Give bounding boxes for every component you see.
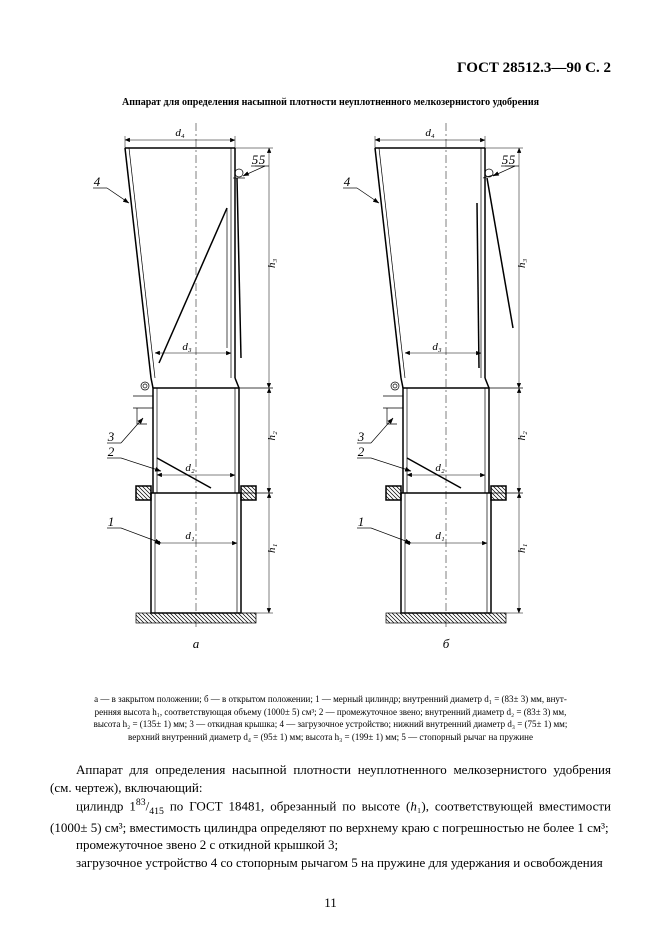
apparatus-diagram: d₄d₃d₂d₁h₃h₂h₁455321аd₄d₃d₂d₁h₃h₂h₁45532… bbox=[81, 123, 581, 683]
svg-text:d₂: d₂ bbox=[435, 462, 445, 474]
svg-text:5: 5 bbox=[501, 152, 508, 167]
svg-text:d₃: d₃ bbox=[182, 341, 192, 353]
svg-text:4: 4 bbox=[93, 174, 100, 189]
svg-text:4: 4 bbox=[343, 174, 350, 189]
svg-text:d₄: d₄ bbox=[425, 127, 435, 139]
svg-text:1: 1 bbox=[107, 514, 114, 529]
page-number: 11 bbox=[0, 895, 661, 911]
svg-text:d₄: d₄ bbox=[175, 127, 185, 139]
cap-l4: верхний внутренний диаметр d₄ = (95± 1) … bbox=[128, 732, 533, 742]
svg-text:h₂: h₂ bbox=[516, 431, 528, 441]
svg-text:5: 5 bbox=[251, 152, 258, 167]
svg-text:d₂: d₂ bbox=[185, 462, 195, 474]
body-p4: загрузочное устройство 4 со стопорным ры… bbox=[50, 854, 611, 872]
svg-text:5: 5 bbox=[508, 152, 515, 167]
body-p1: Аппарат для определения насыпной плотнос… bbox=[50, 761, 611, 796]
svg-text:б: б bbox=[442, 636, 449, 651]
body-p3: промежуточное звено 2 с откидной крышкой… bbox=[50, 836, 611, 854]
svg-text:h₂: h₂ bbox=[266, 431, 278, 441]
body-p2: цилиндр 183/415 по ГОСТ 18481, обрезанны… bbox=[50, 796, 611, 836]
svg-text:2: 2 bbox=[107, 444, 114, 459]
cap-l3: высота h₂ = (135± 1) мм; 3 — откидная кр… bbox=[94, 719, 568, 729]
svg-text:5: 5 bbox=[258, 152, 265, 167]
svg-text:h₃: h₃ bbox=[516, 259, 528, 269]
figure-caption: а — в закрытом положении; б — в открытом… bbox=[60, 693, 601, 743]
svg-text:а: а bbox=[192, 636, 199, 651]
cap-l1: а — в закрытом положении; б — в открытом… bbox=[94, 694, 567, 704]
svg-text:d₁: d₁ bbox=[185, 530, 195, 542]
figure-container: d₄d₃d₂d₁h₃h₂h₁455321аd₄d₃d₂d₁h₃h₂h₁45532… bbox=[50, 123, 611, 683]
svg-text:d₁: d₁ bbox=[435, 530, 445, 542]
svg-text:1: 1 bbox=[357, 514, 364, 529]
svg-text:h₁: h₁ bbox=[516, 544, 528, 554]
figure-title: Аппарат для определения насыпной плотнос… bbox=[50, 97, 611, 108]
doc-header: ГОСТ 28512.3—90 С. 2 bbox=[50, 60, 611, 77]
svg-text:3: 3 bbox=[356, 429, 364, 444]
svg-text:h₃: h₃ bbox=[266, 259, 278, 269]
svg-text:3: 3 bbox=[106, 429, 114, 444]
cap-l2: ренняя высота h₁, соответствующая объему… bbox=[95, 707, 567, 717]
svg-text:2: 2 bbox=[357, 444, 364, 459]
svg-text:d₃: d₃ bbox=[432, 341, 442, 353]
svg-text:h₁: h₁ bbox=[266, 544, 278, 554]
